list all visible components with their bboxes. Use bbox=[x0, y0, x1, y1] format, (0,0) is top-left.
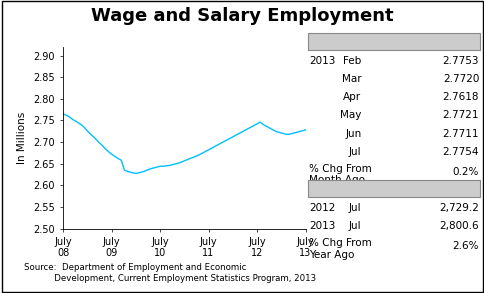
Text: 2013: 2013 bbox=[309, 221, 335, 231]
Text: 2.7711: 2.7711 bbox=[442, 129, 478, 139]
Text: seasonally adjusted: seasonally adjusted bbox=[342, 37, 445, 47]
Text: % Chg From
Month Ago: % Chg From Month Ago bbox=[309, 164, 371, 185]
Text: Apr: Apr bbox=[343, 92, 361, 102]
Text: 2.7753: 2.7753 bbox=[442, 56, 478, 66]
Text: Wage and Salary Employment: Wage and Salary Employment bbox=[91, 7, 393, 25]
Text: Feb: Feb bbox=[342, 56, 361, 66]
Text: unadjusted: unadjusted bbox=[364, 184, 423, 194]
Text: 2.6%: 2.6% bbox=[452, 241, 478, 251]
Text: Source:  Department of Employment and Economic
           Development, Current E: Source: Department of Employment and Eco… bbox=[24, 263, 316, 283]
Text: 2.7618: 2.7618 bbox=[442, 92, 478, 102]
Text: Jul: Jul bbox=[348, 147, 361, 157]
Y-axis label: In Millions: In Millions bbox=[17, 112, 28, 164]
Text: Mar: Mar bbox=[341, 74, 361, 84]
Text: 2.7720: 2.7720 bbox=[442, 74, 478, 84]
Text: Jul: Jul bbox=[348, 203, 361, 213]
Text: 2,800.6: 2,800.6 bbox=[439, 221, 478, 231]
Text: Jul: Jul bbox=[348, 221, 361, 231]
Text: 2,729.2: 2,729.2 bbox=[439, 203, 478, 213]
Text: 0.2%: 0.2% bbox=[452, 167, 478, 177]
Text: 2.7754: 2.7754 bbox=[442, 147, 478, 157]
Text: 2.7721: 2.7721 bbox=[442, 110, 478, 120]
Text: May: May bbox=[339, 110, 361, 120]
Text: % Chg From
Year Ago: % Chg From Year Ago bbox=[309, 238, 371, 260]
Text: 2012: 2012 bbox=[309, 203, 335, 213]
Text: Jun: Jun bbox=[344, 129, 361, 139]
Text: 2013: 2013 bbox=[309, 56, 335, 66]
